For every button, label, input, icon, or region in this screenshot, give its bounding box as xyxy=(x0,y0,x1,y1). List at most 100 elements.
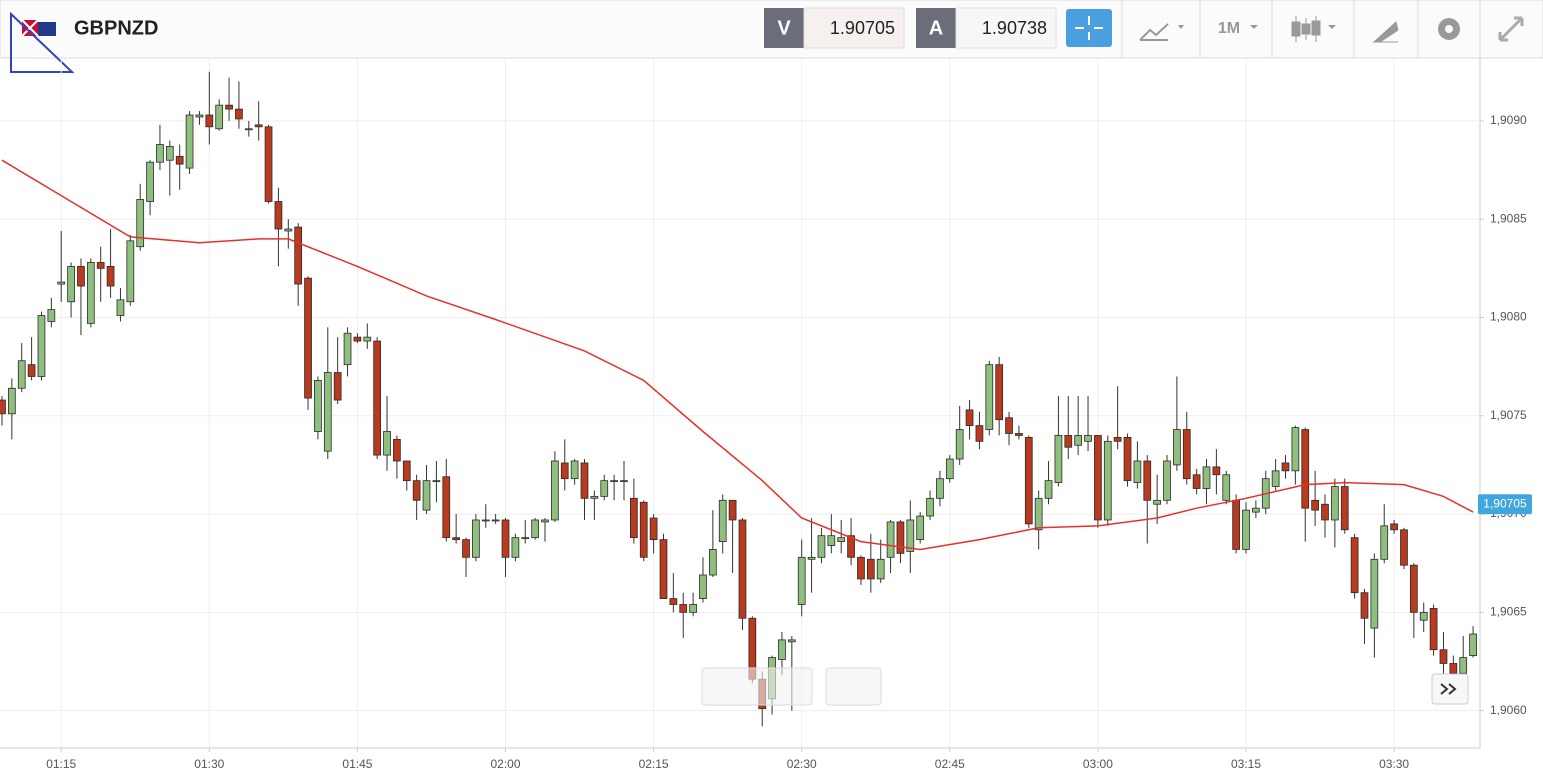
candle-body xyxy=(106,265,115,287)
y-tick-label: 1,9075 xyxy=(1490,408,1527,422)
candle-body xyxy=(985,364,994,430)
candle-body xyxy=(1331,486,1339,521)
candle-body xyxy=(402,460,411,482)
candle-body xyxy=(1222,474,1231,501)
candle-body xyxy=(314,379,322,432)
candle-body xyxy=(620,480,628,483)
candle-body xyxy=(531,519,539,539)
candle-body xyxy=(906,519,915,552)
candle-body xyxy=(1439,649,1448,664)
candle-body xyxy=(501,519,510,558)
candle-body xyxy=(343,332,352,366)
dropdown-arrow xyxy=(1178,25,1184,29)
candle-body xyxy=(264,126,273,202)
candle-body xyxy=(156,144,164,163)
candle-body xyxy=(590,495,599,499)
candle-body xyxy=(886,521,895,558)
dropdown-arrow xyxy=(1250,25,1258,29)
crosshair-button[interactable] xyxy=(1066,9,1112,47)
candle-body xyxy=(1281,462,1290,472)
candle-body xyxy=(1133,460,1142,484)
timeframe[interactable]: 1M xyxy=(1218,20,1240,37)
candle-body xyxy=(1469,633,1477,657)
candle-body xyxy=(866,558,875,580)
candle-body xyxy=(1015,433,1023,436)
candle-body xyxy=(1202,466,1211,489)
candle-body xyxy=(1429,608,1438,651)
candle-body xyxy=(175,155,184,165)
candle-body xyxy=(1400,529,1408,566)
candle-body xyxy=(560,462,569,480)
price-label-box xyxy=(1478,494,1532,515)
ask-box[interactable] xyxy=(955,7,1057,49)
candle-body xyxy=(699,574,707,599)
x-tick-label: 01:30 xyxy=(194,757,224,771)
bid-button[interactable] xyxy=(764,8,804,48)
candle-body xyxy=(185,114,194,169)
x-tick-label: 03:00 xyxy=(1083,757,1113,771)
ask-label: A xyxy=(929,17,943,39)
candle-body xyxy=(1192,474,1201,489)
candle-body xyxy=(1173,429,1181,466)
candle-body xyxy=(432,480,441,483)
candle-body xyxy=(353,336,362,342)
candle-body xyxy=(669,598,678,605)
candle-body xyxy=(916,515,925,541)
candle-body xyxy=(412,480,421,501)
candle-body xyxy=(442,476,451,539)
candle-body xyxy=(373,340,382,456)
chart-type-icon[interactable] xyxy=(1139,23,1169,41)
crosshair-icon xyxy=(1075,16,1103,40)
candle-body xyxy=(17,360,26,389)
candle-body xyxy=(1390,523,1398,531)
drawing-triangle[interactable] xyxy=(10,11,75,73)
candle-body xyxy=(1143,460,1152,501)
candle-body xyxy=(807,556,816,560)
candle-body xyxy=(481,519,490,522)
indicators-icon[interactable] xyxy=(1291,16,1336,42)
candle-body xyxy=(146,161,154,202)
candle-body xyxy=(1232,499,1240,550)
candle-body xyxy=(630,497,638,539)
candle-body xyxy=(837,537,846,542)
candle-body xyxy=(1212,466,1221,476)
candle-body xyxy=(541,519,549,523)
candle-body xyxy=(1054,435,1063,484)
scroll-right-button[interactable] xyxy=(1431,673,1469,705)
candle-body xyxy=(294,226,303,285)
candle-body xyxy=(235,108,243,120)
candle-body xyxy=(995,364,1004,421)
candle-body xyxy=(708,549,717,576)
bid-box[interactable] xyxy=(803,7,905,49)
candle-body xyxy=(689,604,697,613)
candle-body xyxy=(1005,417,1013,434)
ask-button[interactable] xyxy=(916,8,956,48)
zoom-control[interactable] xyxy=(701,667,813,706)
candle-body xyxy=(462,539,470,558)
bid-price: 1.90705 xyxy=(830,18,895,38)
candle-body xyxy=(945,458,954,480)
flag xyxy=(21,19,56,37)
settings-icon[interactable] xyxy=(1438,18,1460,40)
candle-body xyxy=(363,336,372,342)
candle-body xyxy=(215,104,224,130)
candle-body xyxy=(1419,611,1428,621)
candle-body xyxy=(738,519,747,619)
candle-body xyxy=(728,499,737,521)
moving-average xyxy=(1,159,1474,551)
x-tick-label: 03:15 xyxy=(1231,757,1261,771)
drawing-tools-icon[interactable] xyxy=(1372,21,1399,43)
candle-body xyxy=(1074,435,1083,446)
y-tick-label: 1,9090 xyxy=(1490,113,1527,127)
x-tick-label: 02:45 xyxy=(935,757,965,771)
separators xyxy=(1121,0,1481,58)
fullscreen-icon[interactable] xyxy=(1498,16,1524,42)
candle-body xyxy=(7,387,16,415)
candle-body xyxy=(857,556,865,580)
ask-price: 1.90738 xyxy=(982,18,1047,38)
candle-body xyxy=(1084,435,1092,442)
zoom-control[interactable] xyxy=(825,667,882,706)
candle-body xyxy=(521,537,530,540)
candle-body xyxy=(926,497,934,517)
